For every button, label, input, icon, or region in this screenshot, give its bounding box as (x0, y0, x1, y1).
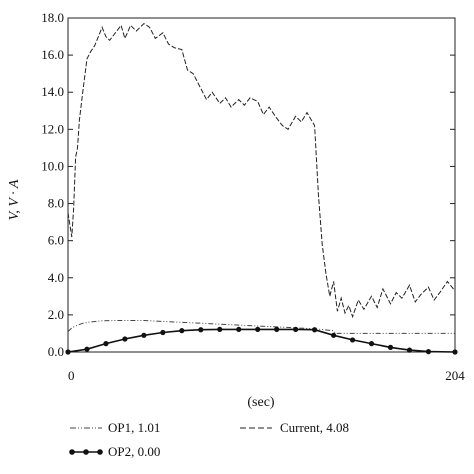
plot-frame (67, 17, 456, 353)
data-point-op2 (198, 327, 204, 333)
data-point-op2 (179, 328, 185, 334)
y-tick-label: 16.0 (41, 47, 64, 62)
y-tick-label: 14.0 (41, 84, 64, 99)
y-tick-label: 8.0 (48, 196, 64, 211)
data-point-op2 (103, 341, 109, 347)
y-tick-label: 2.0 (48, 307, 64, 322)
y-tick-label: 12.0 (41, 121, 64, 136)
x-tick-label: 0 (68, 368, 75, 383)
y-tick-label: 6.0 (48, 233, 64, 248)
legend: OP1, 1.01 OP2, 0.00 Current, 4.08 (69, 420, 349, 459)
data-point-op2 (293, 326, 299, 332)
y-tick-label: 0.0 (48, 344, 64, 359)
plot-border (67, 17, 456, 353)
y-axis-ticks: 0.0 2.0 4.0 6.0 8.0 10.0 12.0 14.0 16.0 18.0 (41, 10, 455, 359)
y-tick-label: 10.0 (41, 158, 64, 173)
legend-item-current: Current, 4.08 (240, 420, 349, 435)
legend-marker-op2 (83, 449, 89, 455)
data-point-op2 (236, 326, 242, 332)
x-tick-label: 204 (445, 368, 465, 383)
data-point-op2 (122, 336, 128, 342)
data-point-op2 (406, 347, 413, 353)
legend-marker-op2 (69, 449, 75, 455)
data-point-op2 (141, 332, 147, 338)
data-point-op2 (160, 329, 166, 336)
data-point-op2 (84, 346, 90, 352)
legend-label-current: Current, 4.08 (280, 420, 349, 435)
y-tick-label: 18.0 (41, 10, 64, 25)
data-point-op2 (387, 344, 394, 350)
y-axis-label: V, V · A (7, 179, 22, 220)
data-point-op2 (349, 337, 356, 343)
legend-item-op1: OP1, 1.01 (70, 420, 160, 435)
data-point-op2 (368, 341, 375, 347)
data-point-op2 (312, 327, 318, 333)
data-point-op2 (217, 326, 223, 332)
series-line-op1 (67, 320, 455, 334)
data-point-op2 (274, 326, 280, 332)
data-point-op2 (65, 349, 71, 355)
data-point-op2 (330, 332, 337, 338)
series-layer (65, 22, 458, 355)
legend-marker-op2 (97, 449, 103, 455)
series-line-current (67, 22, 456, 319)
data-point-op2 (425, 349, 432, 355)
legend-label-op2: OP2, 0.00 (108, 444, 160, 459)
legend-label-op1: OP1, 1.01 (108, 420, 160, 435)
data-point-op2 (255, 326, 261, 332)
data-point-op2 (452, 349, 458, 355)
legend-item-op2: OP2, 0.00 (69, 444, 160, 459)
y-tick-label: 4.0 (48, 270, 64, 285)
x-axis-label: (sec) (247, 395, 275, 410)
